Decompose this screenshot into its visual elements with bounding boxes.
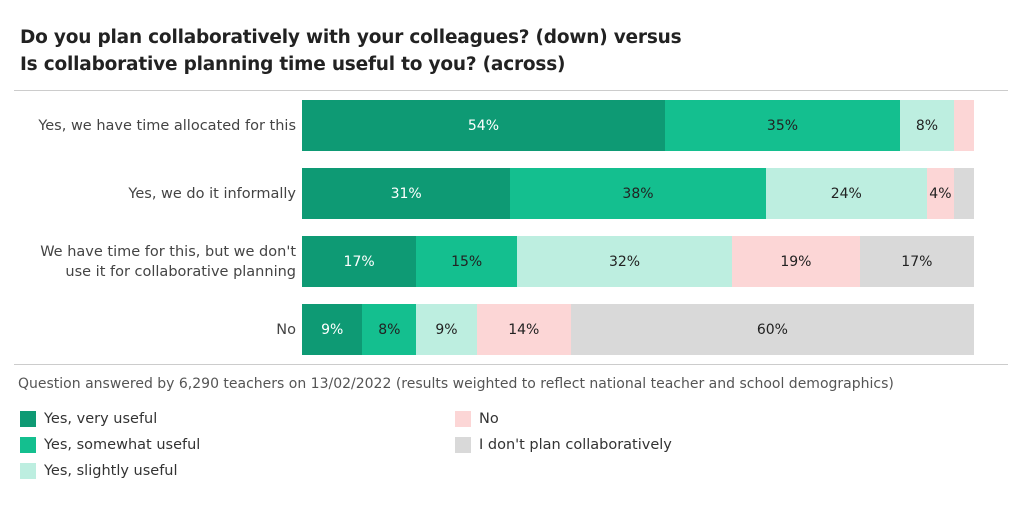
data-label: 17% [901,253,933,270]
data-label: 60% [756,321,788,338]
top-rule [14,90,1008,91]
bar-segment: 31% [302,168,511,219]
bar-segment: 17% [302,236,417,287]
bar-segment: 32% [517,236,733,287]
legend-swatch [20,411,36,427]
legend-label: No [479,411,499,427]
bar-segment: 19% [732,236,860,287]
data-label: 31% [390,185,422,202]
data-label: 24% [830,185,862,202]
bar-segment: 9% [302,304,363,355]
row-label-line: We have time for this, but we don't [40,243,296,260]
bar-segment: 9% [416,304,477,355]
bar-segment [953,168,974,219]
data-label: 8% [378,321,401,338]
bar-segment: 14% [476,304,571,355]
legend-label: Yes, somewhat useful [44,437,201,453]
data-label: 8% [915,117,939,134]
data-label: 15% [451,253,483,270]
bar-segment: 15% [416,236,518,287]
bar-segment: 54% [302,100,665,151]
row-label-line: Yes, we do it informally [128,185,296,202]
bar-segment: 38% [510,168,766,219]
bar-segment: 8% [900,100,954,151]
legend-label: Yes, slightly useful [44,463,178,479]
legend-swatch [20,463,36,479]
bar-segment [953,100,974,151]
chart-note: Question answered by 6,290 teachers on 1… [18,376,894,392]
row-label-line: No [276,321,296,338]
legend-item: Yes, somewhat useful [20,437,200,453]
data-label: 17% [343,253,375,270]
data-label: 32% [608,253,641,270]
chart-title: Do you plan collaboratively with your co… [20,24,682,78]
bar-segment: 24% [765,168,927,219]
data-label: 9% [435,321,458,338]
legend-label: Yes, very useful [44,411,158,427]
row-label: Yes, we have time allocated for this [6,116,296,136]
data-label: 9% [321,321,344,338]
data-label: 4% [929,185,952,202]
row-label: Yes, we do it informally [6,184,296,204]
legend-label: I don't plan collaboratively [479,437,672,453]
bar-segment: 8% [362,304,417,355]
data-label: 54% [467,117,499,134]
row-label-line: use it for collaborative planning [65,263,296,280]
bar-segment: 60% [570,304,974,355]
legend-swatch [20,437,36,453]
data-label: 19% [780,253,812,270]
legend-swatch [455,437,471,453]
legend-swatch [455,411,471,427]
title-line-2: Is collaborative planning time useful to… [20,54,566,75]
bar-segment: 35% [664,100,901,151]
legend-item: No [455,411,499,427]
legend-item: I don't plan collaboratively [455,437,672,453]
row-label-line: Yes, we have time allocated for this [38,117,296,134]
data-label: 35% [766,117,799,134]
bar-segment: 4% [926,168,954,219]
title-line-1: Do you plan collaboratively with your co… [20,27,682,48]
row-label: No [6,320,296,340]
bar-segment: 17% [859,236,974,287]
legend-item: Yes, slightly useful [20,463,178,479]
legend-item: Yes, very useful [20,411,157,427]
row-label: We have time for this, but we don't use i… [6,242,296,282]
bottom-rule [14,364,1008,365]
data-label: 14% [508,321,540,338]
data-label: 38% [622,185,654,202]
